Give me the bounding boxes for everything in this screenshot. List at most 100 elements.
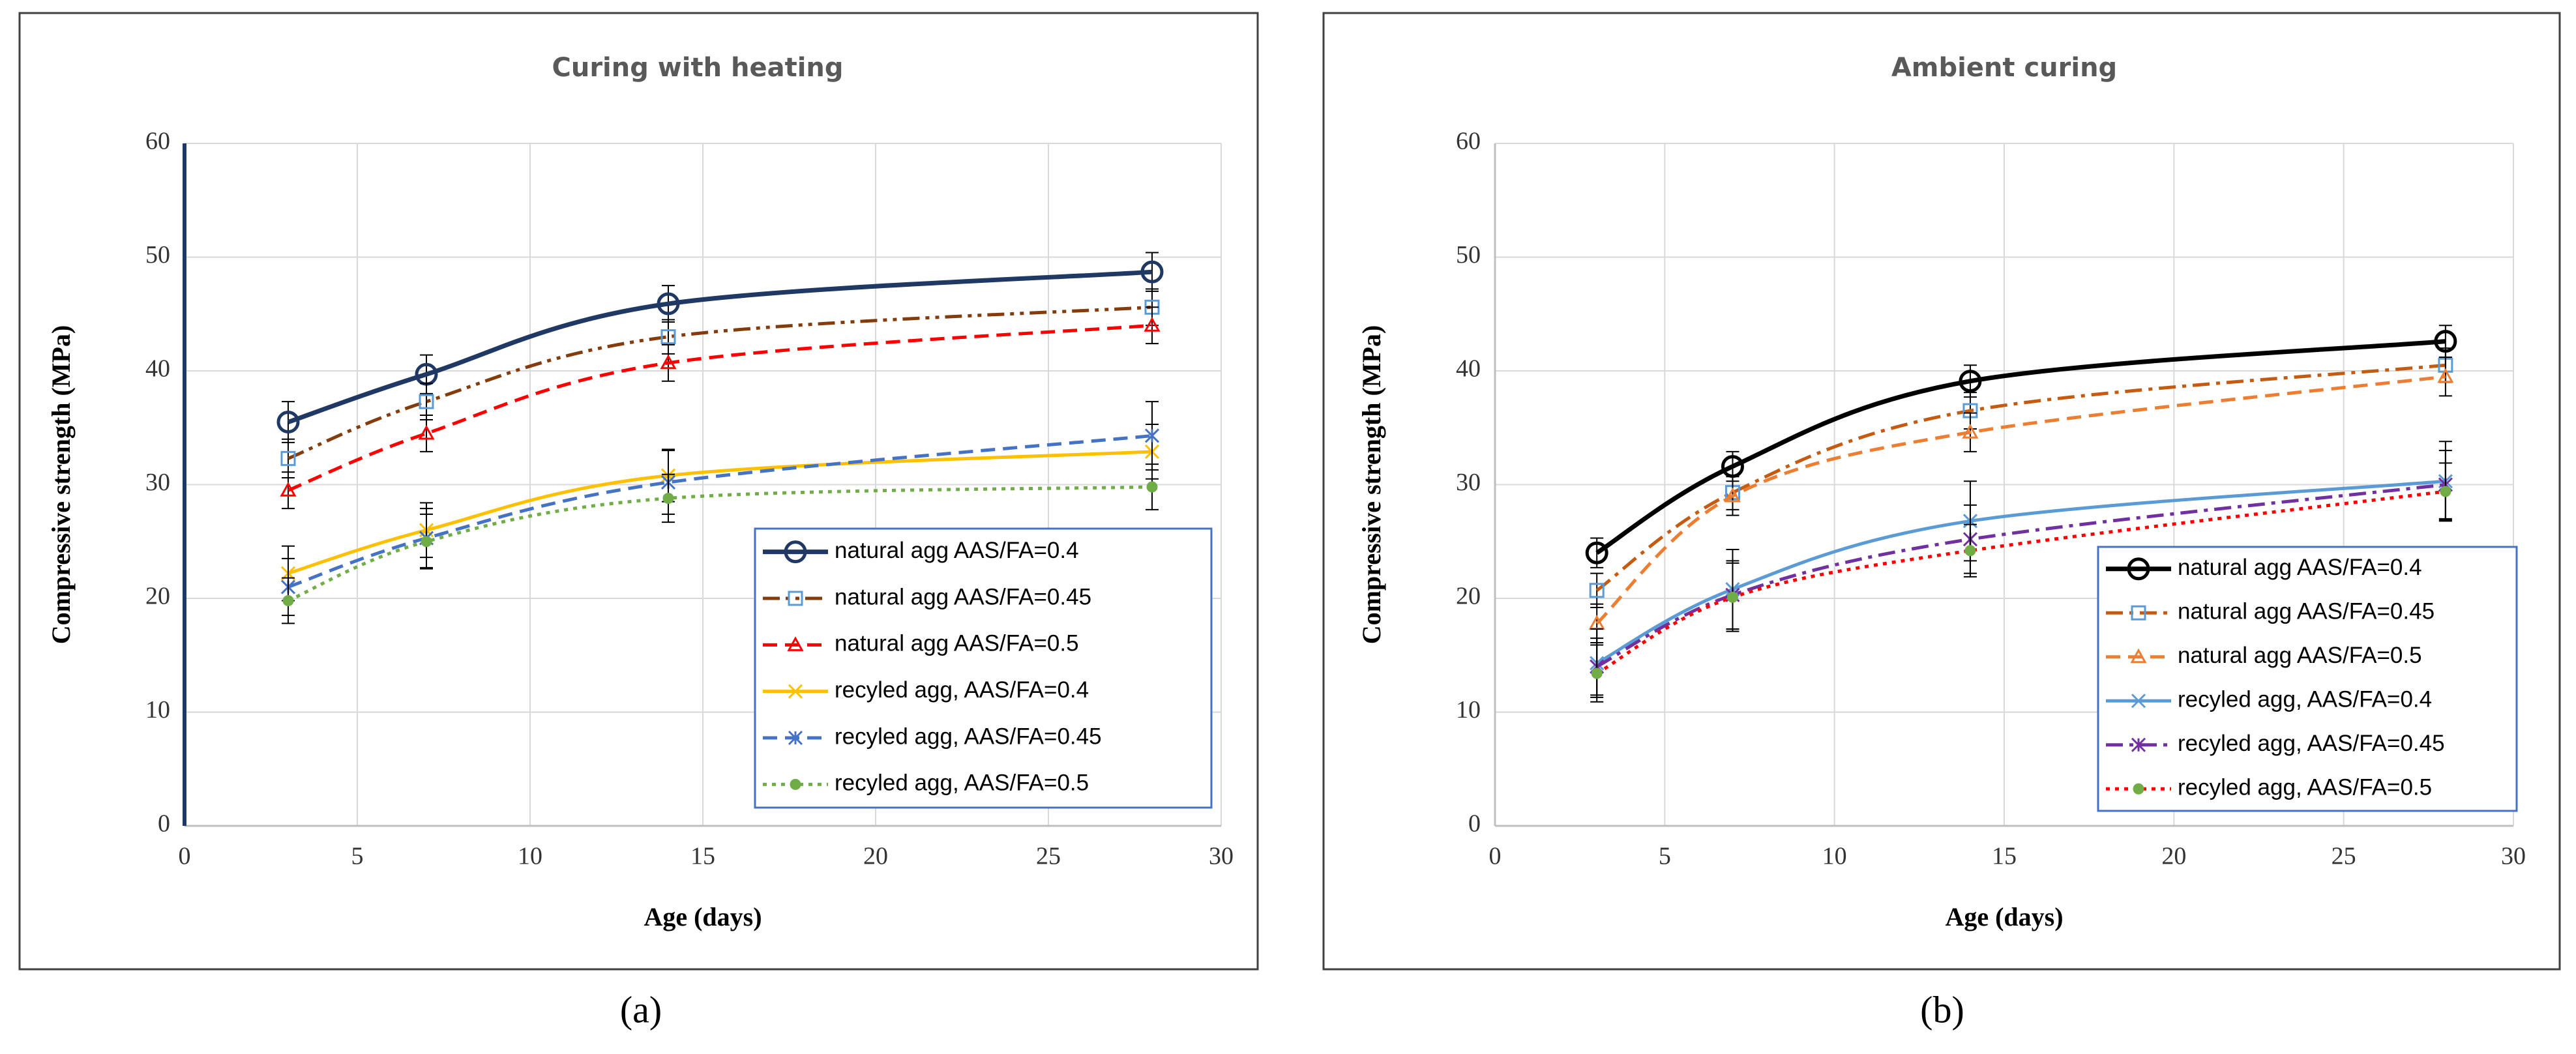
x-tick-label: 30 <box>1209 843 1234 870</box>
y-tick-label: 0 <box>1468 810 1481 838</box>
y-tick-label: 30 <box>145 469 170 496</box>
x-axis-label: Age (days) <box>1945 902 2063 931</box>
marker <box>788 684 803 699</box>
legend-label: natural agg AAS/FA=0.45 <box>835 584 1091 609</box>
series-line <box>1595 375 2446 625</box>
y-axis-label: Compressive strength (MPa) <box>1357 325 1386 645</box>
marker <box>1726 591 1738 603</box>
marker <box>2131 737 2146 752</box>
marker <box>788 591 803 606</box>
marker <box>280 482 297 497</box>
legend-label: recyled agg, AAS/FA=0.5 <box>835 770 1089 796</box>
legend-label: natural agg AAS/FA=0.45 <box>2178 599 2435 624</box>
y-axis-label: Compressive strength (MPa) <box>46 325 76 645</box>
marker <box>1724 487 1741 503</box>
x-tick-label: 15 <box>1992 843 2017 870</box>
marker <box>660 354 677 370</box>
y-tick-label: 10 <box>1456 696 1481 724</box>
marker <box>1144 317 1161 332</box>
marker <box>2131 694 2146 709</box>
marker <box>418 424 435 440</box>
y-tick-label: 20 <box>145 583 170 610</box>
x-tick-label: 25 <box>2332 843 2356 870</box>
marker <box>1591 667 1603 679</box>
legend-label: recyled agg, AAS/FA=0.4 <box>835 677 1089 703</box>
series-line <box>1596 479 2446 665</box>
marker <box>2440 486 2451 497</box>
legend-label: natural agg AAS/FA=0.5 <box>835 631 1079 656</box>
y-tick-label: 60 <box>145 128 170 155</box>
marker <box>1146 481 1158 493</box>
series-line <box>1595 363 2446 592</box>
legend-box <box>754 527 1213 809</box>
x-tick-label: 5 <box>351 843 364 870</box>
marker <box>2130 648 2147 664</box>
chart-title: Curing with heating <box>552 53 843 83</box>
marker <box>2127 557 2150 581</box>
x-tick-label: 30 <box>2501 843 2526 870</box>
series-line <box>287 269 1153 424</box>
marker <box>419 394 434 409</box>
marker <box>1962 424 1979 439</box>
y-tick-label: 30 <box>1456 469 1481 496</box>
series-line <box>1595 490 2446 675</box>
marker <box>2133 783 2144 795</box>
legend-label: natural agg AAS/FA=0.5 <box>2178 643 2422 668</box>
marker <box>1140 260 1164 284</box>
x-tick-label: 20 <box>863 843 888 870</box>
marker <box>662 492 674 504</box>
marker <box>784 540 807 564</box>
series-line <box>288 323 1153 492</box>
chart-title: Ambient curing <box>1891 53 2117 83</box>
legend-label: recyled agg, AAS/FA=0.5 <box>2178 775 2432 800</box>
caption: (b) <box>1920 988 1964 1031</box>
y-tick-label: 40 <box>145 355 170 383</box>
series-line <box>288 305 1153 460</box>
error-bar <box>420 415 433 452</box>
x-tick-label: 15 <box>690 843 715 870</box>
x-tick-label: 10 <box>1822 843 1847 870</box>
marker <box>1964 545 1976 557</box>
marker <box>657 292 680 315</box>
y-tick-label: 0 <box>158 810 170 838</box>
x-tick-label: 25 <box>1036 843 1061 870</box>
legend-box <box>2097 546 2518 812</box>
series-line <box>288 485 1153 602</box>
x-tick-label: 5 <box>1659 843 1671 870</box>
legend-label: recyled agg, AAS/FA=0.45 <box>2178 731 2445 756</box>
marker <box>2437 368 2454 383</box>
marker <box>660 329 676 345</box>
series-line <box>1596 483 2446 668</box>
marker <box>1144 428 1160 443</box>
error-bar <box>2438 357 2452 397</box>
x-axis-label: Age (days) <box>644 902 762 931</box>
marker <box>282 594 294 606</box>
x-tick-label: 20 <box>2161 843 2186 870</box>
marker <box>790 778 801 790</box>
y-tick-label: 10 <box>145 696 170 724</box>
legend-label: recyled agg, AAS/FA=0.4 <box>2178 687 2432 712</box>
legend-label: recyled agg, AAS/FA=0.45 <box>835 724 1102 749</box>
x-tick-label: 10 <box>518 843 542 870</box>
legend-label: natural agg AAS/FA=0.4 <box>835 538 1079 563</box>
marker <box>787 636 804 651</box>
y-tick-label: 20 <box>1456 583 1481 610</box>
x-tick-label: 0 <box>1489 843 1502 870</box>
series-line <box>288 450 1153 575</box>
marker <box>421 536 432 548</box>
series-line <box>1595 339 2446 555</box>
legend-label: natural agg AAS/FA=0.4 <box>2178 555 2422 580</box>
caption: (a) <box>620 988 662 1031</box>
marker <box>1589 583 1605 598</box>
x-tick-label: 0 <box>179 843 191 870</box>
marker <box>1959 370 1982 393</box>
y-tick-label: 50 <box>1456 241 1481 269</box>
series-line <box>288 433 1153 589</box>
marker <box>276 411 300 434</box>
y-tick-label: 50 <box>145 241 170 269</box>
marker <box>1585 541 1608 564</box>
marker <box>788 730 803 746</box>
marker <box>280 450 296 466</box>
